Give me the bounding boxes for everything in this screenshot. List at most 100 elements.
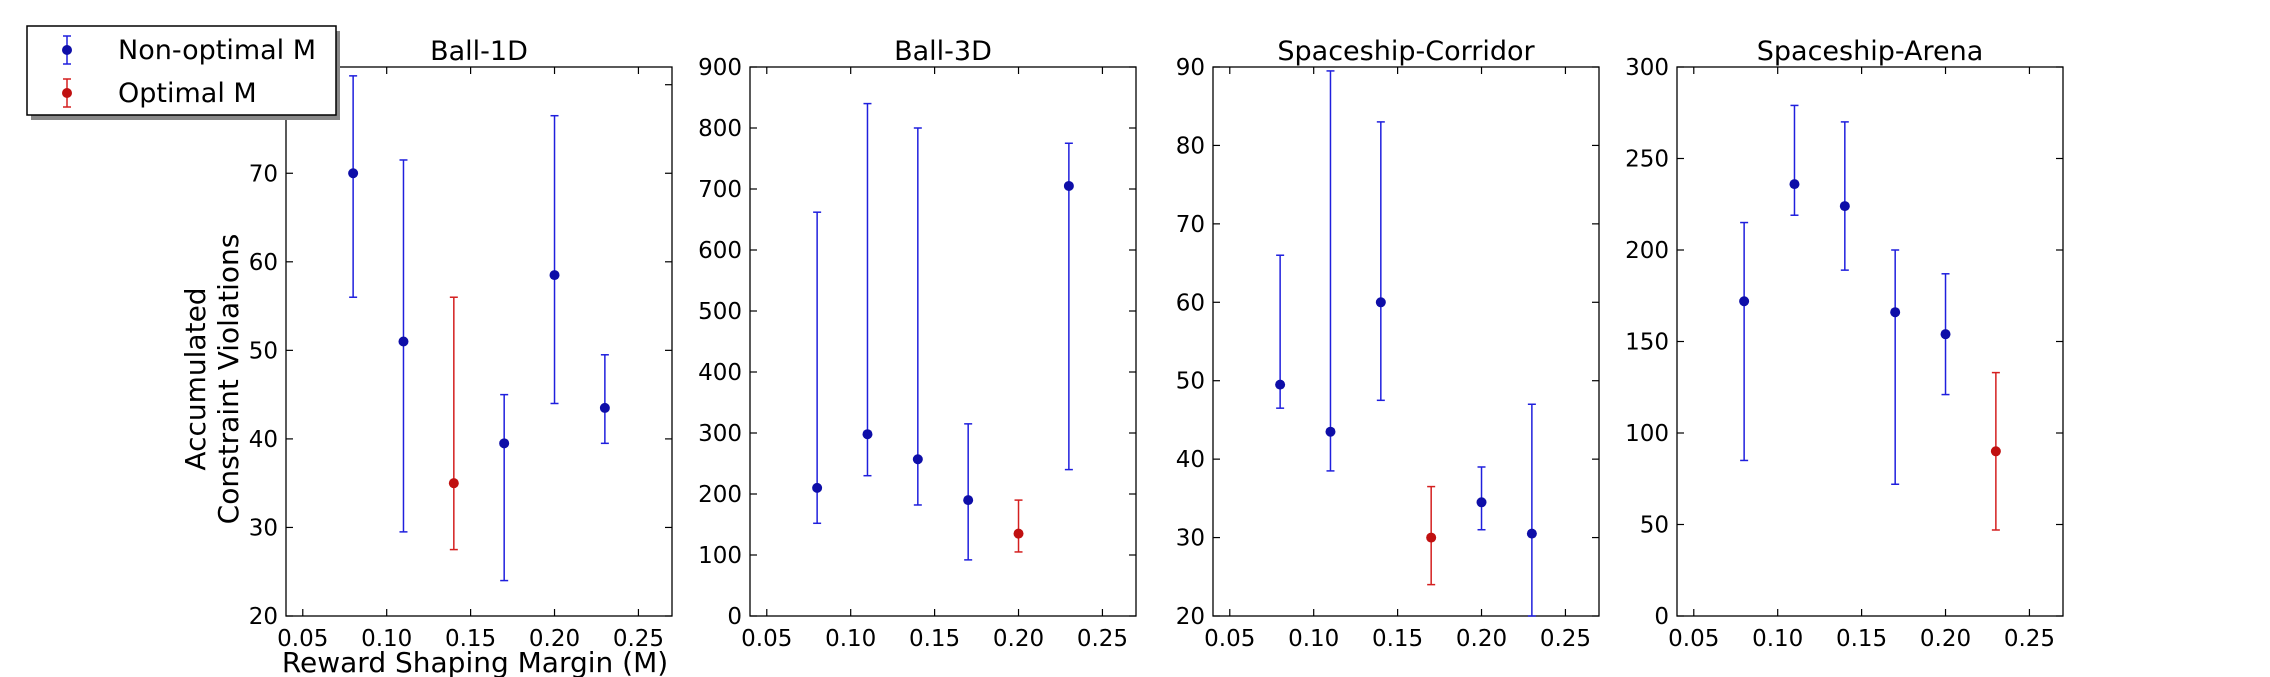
legend-marker-optimal (62, 88, 72, 98)
data-point-optimal (1013, 528, 1024, 539)
x-tick-label: 0.05 (1204, 626, 1255, 652)
y-tick-label: 600 (698, 238, 742, 264)
data-point (862, 429, 873, 440)
y-tick-label: 100 (698, 543, 742, 569)
chart-panel-3: Spaceship-Corridor 0.05 0.10 0.15 0.20 0.25 20… (1176, 36, 1600, 652)
x-tick-label: 0.15 (445, 626, 496, 652)
legend-label-non-optimal: Non-optimal M (118, 35, 316, 66)
chart-panels: Ball-1D 0.05 0.10 0.15 0.20 0.25 20 30 40 50 60 70 8… (249, 36, 2064, 652)
x-tick-label: 0.15 (1836, 626, 1887, 652)
data-point (1739, 296, 1750, 307)
y-tick-label: 500 (698, 299, 742, 325)
x-tick-label: 0.20 (1456, 626, 1507, 652)
y-tick-label: 400 (698, 360, 742, 386)
x-tick-label: 0.25 (2004, 626, 2055, 652)
x-axis-label: Reward Shaping Margin (M) (282, 646, 668, 677)
y-tick-label: 300 (698, 421, 742, 447)
y-tick-label: 900 (698, 55, 742, 81)
y-tick-label: 100 (1625, 421, 1669, 447)
chart-title: Ball-1D (430, 36, 528, 67)
y-tick-label: 30 (249, 515, 278, 541)
data-point (963, 495, 974, 506)
plot-frame (1212, 66, 1600, 617)
legend-box (26, 25, 337, 116)
chart-title: Spaceship-Arena (1757, 36, 1984, 67)
data-point (599, 402, 610, 413)
chart-title: Spaceship-Corridor (1277, 36, 1535, 67)
y-tick-label: 50 (1176, 369, 1205, 395)
y-tick-label: 60 (249, 250, 278, 276)
x-tick-label: 0.05 (277, 626, 328, 652)
data-point (348, 168, 359, 179)
data-point-optimal (1426, 532, 1437, 543)
chart-title: Ball-3D (894, 36, 992, 67)
data-point-optimal (1990, 446, 2001, 457)
data-point (812, 482, 823, 493)
legend-entry-non-optimal: Non-optimal M (62, 35, 316, 66)
data-point (1526, 528, 1537, 539)
data-point-optimal (448, 478, 459, 489)
data-point (912, 454, 923, 465)
y-tick-label: 80 (1176, 133, 1205, 159)
y-tick-label: 150 (1625, 330, 1669, 356)
data-point (1839, 201, 1850, 212)
legend-label-optimal: Optimal M (118, 78, 257, 109)
y-tick-label: 200 (1625, 238, 1669, 264)
y-tick-label: 20 (249, 604, 278, 630)
y-tick-label: 40 (249, 427, 278, 453)
y-tick-label: 800 (698, 116, 742, 142)
x-tick-label: 0.10 (1752, 626, 1803, 652)
data-point (1063, 180, 1074, 191)
y-axis-label-line2: Constraint Violations (212, 234, 245, 525)
data-point (1940, 329, 1951, 340)
data-point (499, 438, 510, 449)
y-tick-label: 700 (698, 177, 742, 203)
data-point (1476, 497, 1487, 508)
y-tick-label: 0 (1654, 604, 1669, 630)
x-tick-label: 0.10 (361, 626, 412, 652)
plot-frame (749, 66, 1137, 617)
chart-panel-4: Spaceship-Arena 0.05 0.10 0.15 0.20 0.25 0 50 10… (1625, 36, 2064, 652)
data-point (1275, 379, 1286, 390)
data-point (1375, 297, 1386, 308)
x-tick-label: 0.25 (1077, 626, 1128, 652)
x-tick-label: 0.20 (529, 626, 580, 652)
x-tick-label: 0.20 (993, 626, 1044, 652)
x-tick-label: 0.15 (909, 626, 960, 652)
plot-frame (1676, 66, 2064, 617)
y-tick-label: 30 (1176, 526, 1205, 552)
plot-frame (285, 66, 673, 617)
y-tick-label: 250 (1625, 147, 1669, 173)
x-tick-label: 0.10 (1288, 626, 1339, 652)
data-point (549, 270, 560, 281)
data-point (1789, 179, 1800, 190)
data-point (1325, 426, 1336, 437)
y-tick-label: 0 (727, 604, 742, 630)
y-tick-label: 60 (1176, 290, 1205, 316)
legend: Non-optimal M Optimal M (26, 25, 340, 120)
y-tick-label: 40 (1176, 447, 1205, 473)
legend-marker-non-optimal (62, 45, 72, 55)
y-tick-label: 70 (1176, 212, 1205, 238)
chart-panel-1: Ball-1D0.050.100.150.200.252030405060708… (249, 36, 673, 652)
y-tick-label: 200 (698, 482, 742, 508)
y-tick-label: 70 (249, 161, 278, 187)
x-tick-label: 0.25 (1540, 626, 1591, 652)
y-tick-label: 20 (1176, 604, 1205, 630)
chart-panel-2: Ball-3D 0.05 0.10 0.15 0.20 0.25 0 100 200 300 400… (698, 36, 1137, 652)
x-tick-label: 0.15 (1372, 626, 1423, 652)
x-tick-label: 0.25 (613, 626, 664, 652)
y-tick-label: 300 (1625, 55, 1669, 81)
x-tick-label: 0.20 (1920, 626, 1971, 652)
x-tick-label: 0.05 (741, 626, 792, 652)
legend-entry-optimal: Optimal M (62, 78, 257, 109)
y-tick-label: 50 (249, 338, 278, 364)
y-tick-label: 50 (1640, 513, 1669, 539)
y-tick-label: 90 (1176, 55, 1205, 81)
data-point (1890, 307, 1901, 318)
x-tick-label: 0.10 (825, 626, 876, 652)
data-point (398, 336, 409, 347)
y-axis-label-line1: Accumulated (179, 287, 212, 470)
x-tick-label: 0.05 (1668, 626, 1719, 652)
